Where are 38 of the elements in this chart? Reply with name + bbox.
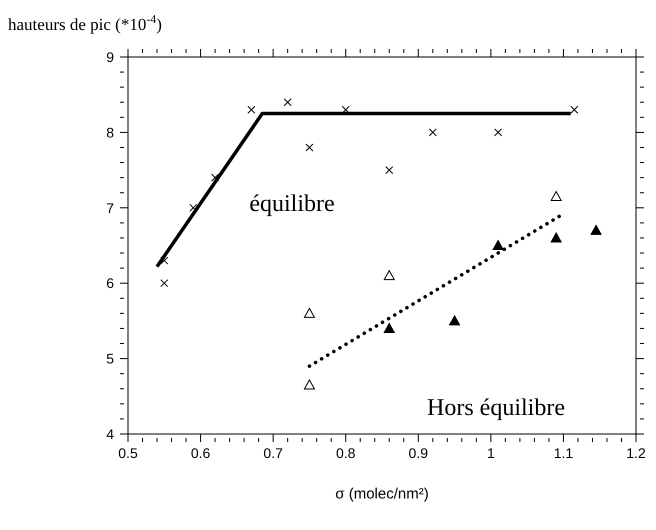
x-tick-label: 1.2 bbox=[626, 445, 646, 461]
point bbox=[428, 128, 437, 136]
point bbox=[492, 240, 504, 250]
point bbox=[189, 204, 198, 212]
y-tick-label: 6 bbox=[106, 275, 114, 292]
annotation: Hors équilibre bbox=[427, 395, 565, 421]
point bbox=[550, 190, 562, 201]
y-axis-title: hauteurs de pic (*10$^{-4}$) bbox=[8, 12, 162, 34]
point bbox=[550, 232, 562, 242]
point bbox=[449, 315, 460, 326]
point bbox=[384, 270, 395, 280]
point bbox=[384, 322, 395, 333]
point bbox=[385, 166, 394, 174]
x-axis-title: σ (molec/nm²) bbox=[335, 486, 429, 503]
x-tick-label: 1 bbox=[486, 445, 495, 461]
point bbox=[211, 174, 220, 182]
y-tick-label: 8 bbox=[106, 124, 114, 140]
annotation: équilibre bbox=[249, 191, 335, 217]
x-tick-label: 0.6 bbox=[190, 445, 211, 461]
x-tick-label: 1.1 bbox=[554, 445, 574, 461]
x-tick-label: 0.9 bbox=[408, 445, 428, 461]
point bbox=[160, 279, 168, 288]
x-tick-label: 0.7 bbox=[263, 445, 284, 461]
point bbox=[304, 308, 315, 318]
y-tick-label: 7 bbox=[106, 200, 114, 216]
y-tick-label: 4 bbox=[106, 426, 114, 442]
point bbox=[304, 379, 315, 390]
point bbox=[284, 98, 292, 106]
x-tick-label: 0.8 bbox=[336, 445, 356, 461]
point bbox=[494, 128, 502, 136]
x-tick-label: 0.5 bbox=[118, 445, 138, 461]
y-tick-label: 5 bbox=[106, 350, 114, 367]
point bbox=[160, 256, 168, 265]
y-tick-label: 9 bbox=[106, 49, 114, 65]
point bbox=[570, 106, 578, 114]
point bbox=[590, 224, 602, 235]
point bbox=[247, 106, 256, 114]
point bbox=[305, 143, 314, 152]
